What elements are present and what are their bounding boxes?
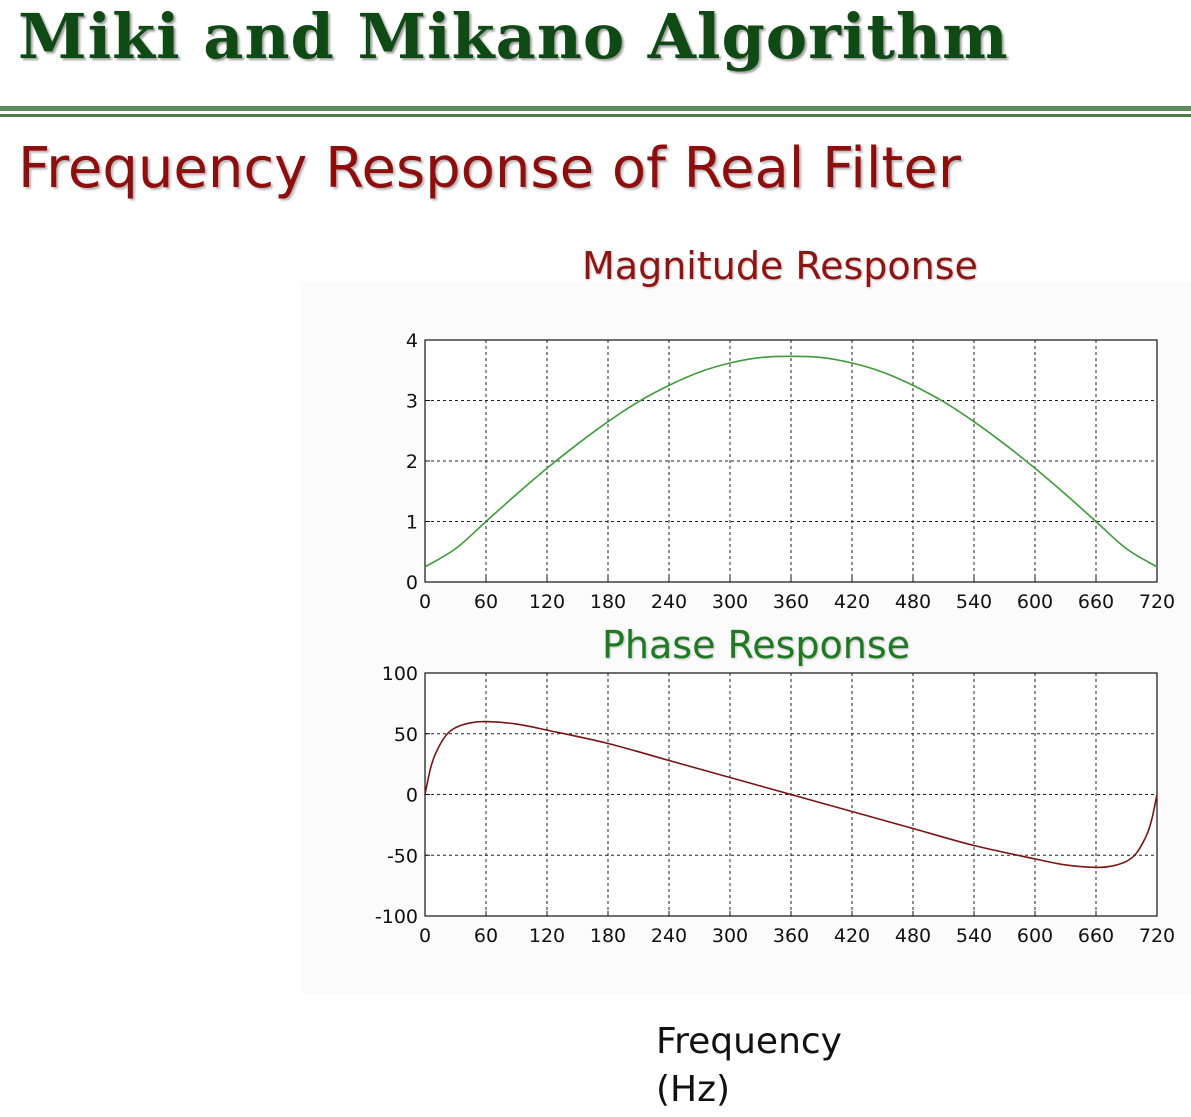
magnitude-xtick-label: 600 [1017,591,1053,613]
phase-xtick-label: 480 [895,925,931,947]
magnitude-xtick-label: 300 [712,591,748,613]
phase-xtick-label: 600 [1017,925,1053,947]
phase-ytick-label: 0 [406,785,418,807]
phase-xtick-label: 240 [651,925,687,947]
slide-subtitle: Frequency Response of Real Filter [18,136,961,201]
magnitude-ytick-label: 3 [406,391,418,413]
phase-xtick-label: 60 [474,925,498,947]
frequency-axis-label-line2: (Hz) [656,1069,731,1110]
phase-xtick-label: 420 [834,925,870,947]
magnitude-ytick-label: 4 [406,330,418,352]
phase-series-line [424,720,1158,869]
phase-ytick-label: 50 [394,724,418,746]
magnitude-xtick-label: 660 [1078,591,1114,613]
magnitude-xtick-label: 420 [834,591,870,613]
magnitude-ytick-label: 0 [406,572,418,594]
phase-xtick-label: 180 [590,925,626,947]
phase-ytick-label: -50 [387,845,418,867]
magnitude-xtick-label: 720 [1139,591,1175,613]
phase-xtick-label: 120 [529,925,565,947]
frequency-axis-label-line1: Frequency [656,1021,842,1062]
phase-xtick-label: 540 [956,925,992,947]
magnitude-ytick-label: 2 [406,451,418,473]
phase-ytick-label: -100 [375,906,418,928]
magnitude-xtick-label: 120 [529,591,565,613]
frequency-axis-label: Frequency (Hz) [656,1018,842,1114]
magnitude-xtick-label: 240 [651,591,687,613]
magnitude-xtick-label: 0 [419,591,431,613]
magnitude-xtick-label: 180 [590,591,626,613]
magnitude-xtick-label: 540 [956,591,992,613]
phase-chart-title: Phase Response [602,623,911,667]
phase-xtick-label: 360 [773,925,809,947]
magnitude-xtick-label: 60 [474,591,498,613]
magnitude-ytick-label: 1 [406,512,418,534]
slide-title: Miki and Mikano Algorithm [18,0,1009,73]
magnitude-xtick-label: 360 [773,591,809,613]
phase-ytick-label: 100 [382,663,418,685]
title-divider-bottom [0,114,1191,117]
phase-xtick-label: 300 [712,925,748,947]
phase-xtick-label: 720 [1139,925,1175,947]
magnitude-chart-title: Magnitude Response [582,244,978,288]
magnitude-series-line [424,355,1158,568]
title-divider-top [0,106,1191,111]
phase-xtick-label: 0 [419,925,431,947]
magnitude-xtick-label: 480 [895,591,931,613]
phase-xtick-label: 660 [1078,925,1114,947]
